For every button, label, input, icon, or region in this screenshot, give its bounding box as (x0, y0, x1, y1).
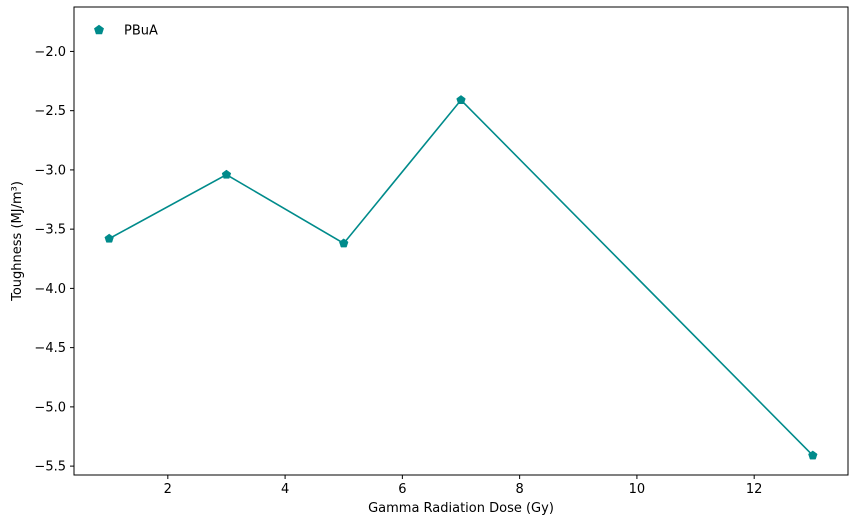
x-tick-label: 2 (164, 482, 172, 497)
x-tick-label: 10 (629, 482, 646, 497)
y-tick-label: −4.0 (34, 282, 66, 297)
data-point (339, 238, 349, 248)
x-tick-label: 6 (398, 482, 406, 497)
legend: PBuA (94, 24, 158, 39)
y-tick-label: −3.0 (34, 163, 66, 178)
axes: 2 4 6 8 10 12 −2.0 −2.5 −3.0 −3.5 −4.0 −4.5 −5.0 −5.5… (10, 6, 849, 516)
y-tick-label: −3.5 (34, 223, 66, 238)
y-tick-label: −5.0 (34, 400, 66, 415)
plot-area (104, 95, 818, 460)
y-tick-label: −5.5 (34, 460, 66, 475)
data-point (456, 95, 466, 104)
data-point (104, 233, 114, 243)
series-line (108, 98, 814, 457)
x-tick-label: 12 (746, 482, 763, 497)
x-axis-label: Gamma Radiation Dose (Gy) (368, 501, 554, 516)
legend-label: PBuA (124, 24, 158, 39)
x-tick-label: 8 (515, 482, 523, 497)
y-tick-label: −2.0 (34, 45, 66, 60)
y-tick-label: −4.5 (34, 341, 66, 356)
x-tick-label: 4 (281, 482, 289, 497)
legend-marker (94, 24, 104, 35)
data-point (221, 169, 232, 179)
axes-frame (73, 6, 849, 476)
y-tick-label: −2.5 (34, 104, 66, 119)
y-axis-label: Toughness (MJ/m³) (10, 181, 25, 302)
data-point (808, 450, 818, 460)
